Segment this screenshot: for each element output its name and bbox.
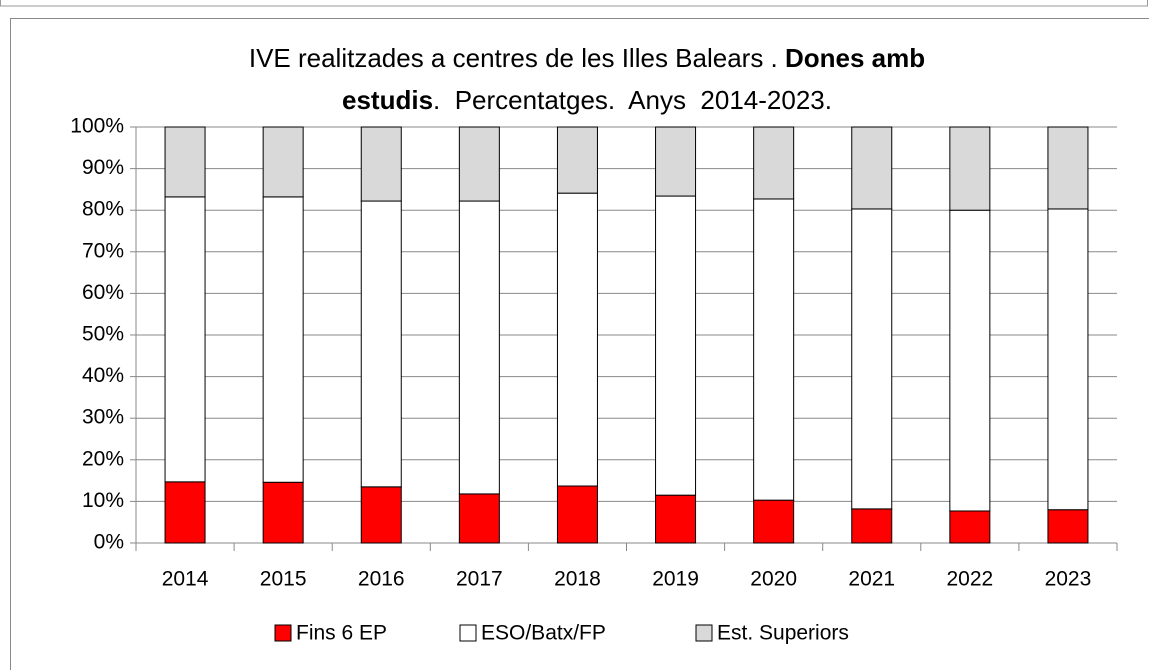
y-tick-label: 80% <box>82 198 124 221</box>
bar-segment <box>949 126 991 211</box>
title-part: Dones amb <box>785 43 925 73</box>
bar-segment <box>655 494 697 544</box>
bar-segment <box>753 198 795 501</box>
y-tick-label: 50% <box>82 323 124 346</box>
legend-label: Est. Superiors <box>717 622 849 645</box>
bar-segment <box>556 126 598 194</box>
x-tick-label: 2015 <box>260 568 307 591</box>
bar-segment <box>164 481 206 544</box>
bar-segment <box>949 510 991 544</box>
x-tick-label: 2018 <box>554 568 601 591</box>
bar-segment <box>556 485 598 544</box>
x-tick-label: 2021 <box>848 568 895 591</box>
x-tick-label: 2023 <box>1045 568 1092 591</box>
bar-segment <box>753 126 795 200</box>
bar-segment <box>851 508 893 544</box>
bar-segment <box>360 486 402 544</box>
x-tick-label: 2022 <box>946 568 993 591</box>
bar-segment <box>458 200 500 495</box>
legend-swatch <box>459 624 477 642</box>
top-frame <box>0 0 1148 7</box>
chart-title: IVE realitzades a centres de les Illes B… <box>249 43 925 73</box>
y-tick-label: 20% <box>82 447 124 470</box>
x-tick-label: 2014 <box>162 568 209 591</box>
y-tick-label: 100% <box>70 115 124 138</box>
bar-segment <box>556 192 598 487</box>
bar-segment <box>458 493 500 544</box>
y-tick-label: 10% <box>82 489 124 512</box>
x-tick-label: 2016 <box>358 568 405 591</box>
chart-title: estudis. Percentatges. Anys 2014-2023. <box>342 85 832 115</box>
legend-swatch <box>695 624 713 642</box>
bar-segment <box>655 195 697 496</box>
bar-segment <box>1047 509 1089 544</box>
y-tick-label: 40% <box>82 364 124 387</box>
legend-label: ESO/Batx/FP <box>481 622 606 645</box>
bar-segment <box>262 481 304 544</box>
bar-segment <box>360 126 402 202</box>
title-part: . Percentatges. Anys 2014-2023. <box>433 85 832 115</box>
legend-label: Fins 6 EP <box>296 622 387 645</box>
y-tick-label: 0% <box>94 531 124 554</box>
bar-segment <box>949 209 991 512</box>
bar-segment <box>360 200 402 488</box>
bar-segment <box>262 126 304 198</box>
bar-segment <box>458 126 500 202</box>
bar-segment <box>851 126 893 210</box>
bar-segment <box>1047 208 1089 511</box>
title-part: estudis <box>342 85 433 115</box>
title-part: IVE realitzades a centres de les Illes B… <box>249 43 785 73</box>
y-tick-label: 90% <box>82 156 124 179</box>
bar-segment <box>655 126 697 197</box>
bar-segment <box>851 208 893 510</box>
x-tick-label: 2017 <box>456 568 503 591</box>
bar-segment <box>164 126 206 198</box>
y-tick-label: 60% <box>82 281 124 304</box>
bar-segment <box>1047 126 1089 210</box>
y-tick-label: 70% <box>82 239 124 262</box>
bar-segment <box>262 196 304 483</box>
x-tick-label: 2019 <box>652 568 699 591</box>
x-tick-label: 2020 <box>750 568 797 591</box>
bar-segment <box>753 499 795 544</box>
y-tick-label: 30% <box>82 406 124 429</box>
bar-segment <box>164 196 206 483</box>
legend-swatch <box>274 624 292 642</box>
